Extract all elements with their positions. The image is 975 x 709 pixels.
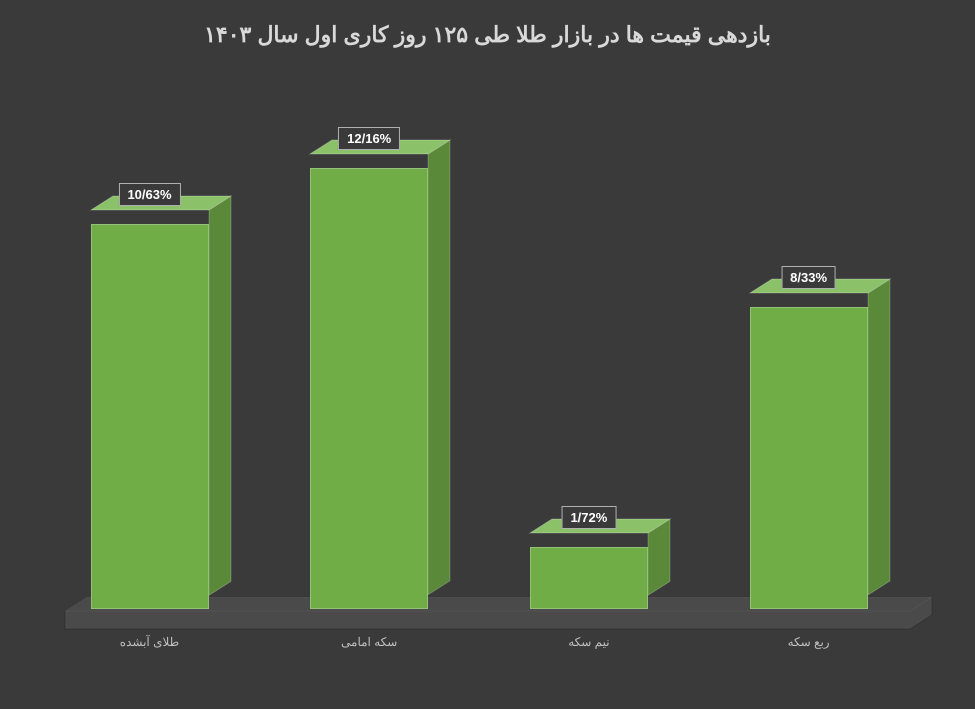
chart-title: بازدهی قیمت ها در بازار طلا طی ۱۲۵ روز ک…: [0, 22, 975, 48]
bar-3: 8/33%: [750, 307, 868, 609]
chart-container: بازدهی قیمت ها در بازار طلا طی ۱۲۵ روز ک…: [0, 0, 975, 709]
data-label-1: 12/16%: [338, 127, 400, 150]
plot-area: 10/63%طلای آبشده12/16%سکه امامی1/72%نیم …: [65, 95, 910, 629]
bar-2: 1/72%: [530, 547, 648, 609]
x-label-2: نیم سکه: [568, 635, 609, 649]
bar-front: [91, 224, 209, 609]
data-label-0: 10/63%: [118, 183, 180, 206]
bar-1: 12/16%: [310, 168, 428, 609]
x-label-1: سکه امامی: [341, 635, 397, 649]
data-label-3: 8/33%: [781, 266, 836, 289]
bar-0: 10/63%: [91, 224, 209, 609]
data-label-2: 1/72%: [561, 506, 616, 529]
bar-front: [310, 168, 428, 609]
x-label-3: ربع سکه: [788, 635, 830, 649]
bar-front: [750, 307, 868, 609]
x-label-0: طلای آبشده: [120, 635, 179, 649]
bar-front: [530, 547, 648, 609]
